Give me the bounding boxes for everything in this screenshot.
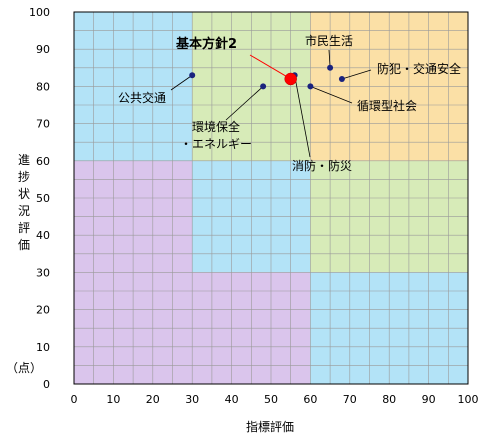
point-label: 環境保全・エネルギー bbox=[180, 119, 252, 151]
y-tick-label: 90 bbox=[36, 43, 50, 56]
leader-line bbox=[341, 69, 372, 80]
x-tick-label: 90 bbox=[422, 393, 436, 406]
x-tick-label: 10 bbox=[106, 393, 120, 406]
x-tick-labels: 0 10 20 30 40 50 60 70 80 90 100 bbox=[71, 393, 479, 406]
y-tick-label: 60 bbox=[36, 155, 50, 168]
highlight-leader-line bbox=[249, 54, 291, 80]
leader-line bbox=[294, 75, 311, 158]
x-tick-label: 30 bbox=[185, 393, 199, 406]
plot-frame bbox=[73, 11, 469, 385]
point-label: 消防・防災 bbox=[292, 158, 352, 173]
y-tick-label: 80 bbox=[36, 80, 50, 93]
y-tick-label: 30 bbox=[36, 266, 50, 279]
y-axis-label: 進捗状況評価 bbox=[18, 153, 30, 252]
y-tick-label: 40 bbox=[36, 229, 50, 242]
x-tick-label: 70 bbox=[343, 393, 357, 406]
grid-lines bbox=[74, 12, 468, 384]
data-point bbox=[260, 83, 267, 90]
point-label: 循環型社会 bbox=[357, 98, 417, 113]
x-axis-label: 指標評価 bbox=[246, 419, 294, 434]
data-point bbox=[338, 75, 345, 82]
y-tick-label: 50 bbox=[36, 192, 50, 205]
x-tick-label: 80 bbox=[382, 393, 396, 406]
y-tick-label: 0 bbox=[43, 378, 50, 391]
data-point bbox=[189, 72, 196, 79]
x-tick-label: 20 bbox=[146, 393, 160, 406]
x-tick-label: 50 bbox=[264, 393, 278, 406]
leader-line bbox=[225, 86, 264, 121]
leader-lines bbox=[170, 49, 372, 158]
y-tick-label: 100 bbox=[29, 6, 50, 19]
x-tick-label: 100 bbox=[458, 393, 479, 406]
highlight-point bbox=[284, 72, 297, 86]
data-points bbox=[189, 64, 345, 90]
x-tick-label: 60 bbox=[303, 393, 317, 406]
leader-line bbox=[170, 74, 193, 91]
x-tick-label: 0 bbox=[71, 393, 78, 406]
highlight-label: 基本方針2 bbox=[175, 36, 237, 52]
y-tick-label: 70 bbox=[36, 118, 50, 131]
y-tick-labels: 0 10 20 30 40 50 60 70 80 90 100 bbox=[29, 6, 50, 391]
point-label: 市民生活 bbox=[305, 33, 353, 48]
y-tick-label: 10 bbox=[36, 341, 50, 354]
point-label: 防犯・交通安全 bbox=[377, 61, 461, 76]
point-label: 公共交通 bbox=[118, 90, 166, 105]
y-tick-label: 20 bbox=[36, 304, 50, 317]
leader-line bbox=[310, 86, 353, 104]
data-point bbox=[327, 64, 334, 71]
y-unit-label: （点） bbox=[6, 361, 42, 375]
x-tick-label: 40 bbox=[225, 393, 239, 406]
data-point bbox=[307, 83, 314, 90]
